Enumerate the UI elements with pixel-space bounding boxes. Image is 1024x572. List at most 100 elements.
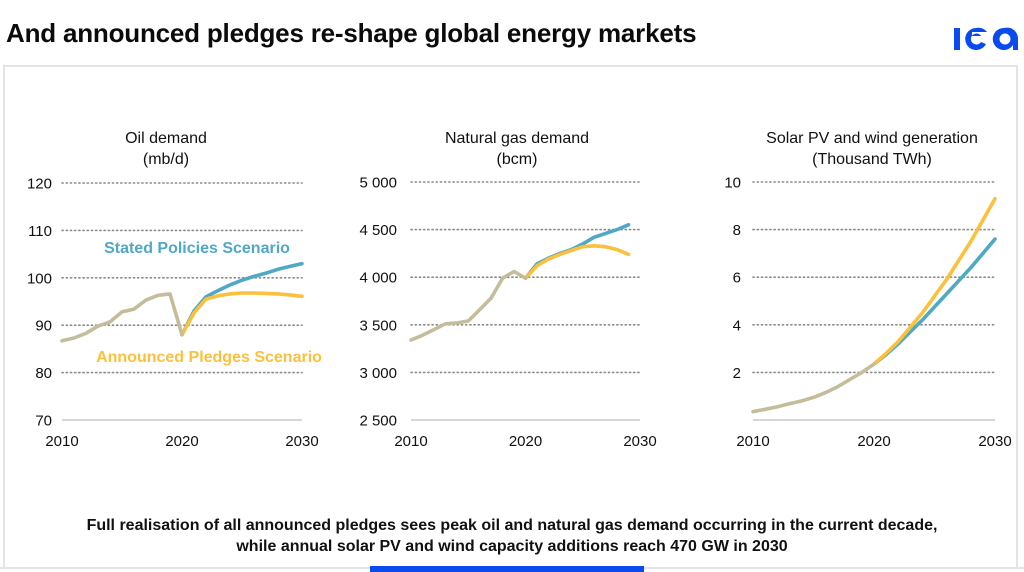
natural-gas-demand-point-stated-policies-scenario (593, 236, 596, 239)
natural-gas-demand-line-stated-policies-scenario (523, 223, 631, 281)
solar-pv-and-wind-generation-point-announced-pledges-scenario (909, 326, 912, 329)
solar-pv-and-wind-generation-line-historical (751, 362, 876, 414)
oil-demand-annotation-announced-pledges-scenario: Announced Pledges Scenario (96, 349, 322, 366)
oil-demand-ytick-label: 70 (35, 413, 52, 430)
natural-gas-demand-point-historical (432, 328, 435, 331)
natural-gas-demand-point-stated-policies-scenario (604, 232, 607, 235)
solar-pv-and-wind-generation-ytick-label: 6 (733, 270, 741, 287)
bottom-accent-bar (370, 566, 644, 572)
solar-pv-and-wind-generation-xtick-label: 2020 (857, 433, 890, 450)
solar-pv-and-wind-generation-xtick-label: 2030 (978, 433, 1011, 450)
oil-demand-point-announced-pledges-scenario (216, 294, 219, 297)
solar-pv-and-wind-generation-subtitle: (Thousand TWh) (812, 151, 932, 168)
solar-pv-and-wind-generation-point-announced-pledges-scenario (993, 197, 996, 200)
oil-demand-ytick-label: 100 (27, 270, 52, 287)
oil-demand-point-historical (72, 336, 75, 339)
logo-a-glyph (992, 27, 1018, 50)
oil-demand-xtick-label: 2020 (165, 433, 198, 450)
key-message-line-2: while annual solar PV and wind capacity … (236, 538, 788, 555)
natural-gas-demand-line-historical (409, 269, 528, 342)
solar-pv-and-wind-generation-point-historical (812, 396, 815, 399)
natural-gas-demand-point-announced-pledges-scenario (535, 264, 538, 267)
solar-pv-and-wind-generation-point-stated-policies-scenario (921, 318, 924, 321)
solar-pv-and-wind-generation-point-historical (764, 408, 767, 411)
key-message-line-1: Full realisation of all announced pledge… (86, 517, 938, 534)
key-message: Full realisation of all announced pledge… (0, 515, 1024, 557)
oil-demand-ytick-label: 120 (27, 176, 52, 193)
oil-demand-point-historical (180, 333, 183, 336)
oil-demand-point-announced-pledges-scenario (276, 292, 279, 295)
oil-demand-point-historical (168, 292, 171, 295)
oil-demand-point-announced-pledges-scenario (240, 291, 243, 294)
oil-demand-xtick-label: 2010 (45, 433, 78, 450)
solar-pv-and-wind-generation-point-stated-policies-scenario (969, 266, 972, 269)
solar-pv-and-wind-generation-point-historical (800, 399, 803, 402)
oil-demand-point-stated-policies-scenario (252, 275, 255, 278)
natural-gas-demand-point-historical (467, 319, 470, 322)
oil-demand-point-stated-policies-scenario (288, 265, 291, 268)
natural-gas-demand-point-historical (512, 270, 515, 273)
solar-pv-and-wind-generation-ytick-label: 8 (733, 222, 741, 239)
oil-demand-ytick-label: 80 (35, 365, 52, 382)
oil-demand-point-historical (84, 332, 87, 335)
oil-demand-point-stated-policies-scenario (300, 262, 303, 265)
solar-pv-and-wind-generation-point-announced-pledges-scenario (981, 218, 984, 221)
oil-demand-xtick-label: 2030 (285, 433, 318, 450)
natural-gas-demand-point-stated-policies-scenario (616, 228, 619, 231)
solar-pv-and-wind-generation-point-historical (836, 385, 839, 388)
oil-demand-point-announced-pledges-scenario (252, 291, 255, 294)
natural-gas-demand-ytick-label: 5 000 (359, 175, 397, 192)
oil-demand-point-historical (120, 310, 123, 313)
natural-gas-demand-ytick-label: 4 500 (359, 222, 397, 239)
logo-i-stroke (954, 28, 960, 50)
solar-pv-and-wind-generation-point-announced-pledges-scenario (945, 278, 948, 281)
oil-demand-point-announced-pledges-scenario (264, 292, 267, 295)
solar-pv-and-wind-generation-point-announced-pledges-scenario (969, 240, 972, 243)
solar-pv-and-wind-generation-line-announced-pledges-scenario (872, 196, 997, 366)
natural-gas-demand-ytick-label: 2 500 (359, 413, 397, 430)
natural-gas-demand-ytick-label: 4 000 (359, 270, 397, 287)
solar-pv-and-wind-generation-point-stated-policies-scenario (993, 238, 996, 241)
natural-gas-demand-point-announced-pledges-scenario (581, 245, 584, 248)
natural-gas-demand-point-announced-pledges-scenario (547, 258, 550, 261)
solar-pv-and-wind-generation-point-announced-pledges-scenario (933, 295, 936, 298)
natural-gas-demand-title: Natural gas demand (445, 130, 589, 147)
oil-demand-point-historical (132, 307, 135, 310)
oil-demand-ytick-label: 110 (28, 223, 52, 240)
oil-demand-point-historical (144, 298, 147, 301)
natural-gas-demand-ytick-label: 3 500 (359, 317, 397, 334)
natural-gas-demand-xtick-label: 2020 (509, 433, 542, 450)
oil-demand-point-stated-policies-scenario (216, 289, 219, 292)
natural-gas-demand-point-historical (524, 277, 527, 280)
solar-pv-and-wind-generation-point-historical (788, 402, 791, 405)
natural-gas-demand-xtick-label: 2030 (623, 433, 656, 450)
oil-demand-point-historical (96, 325, 99, 328)
natural-gas-demand-point-historical (490, 297, 493, 300)
oil-demand-point-historical (108, 320, 111, 323)
chart-panel-frame (3, 65, 1018, 567)
solar-pv-and-wind-generation-xtick-label: 2010 (736, 433, 769, 450)
natural-gas-demand-point-historical (501, 277, 504, 280)
oil-demand-point-stated-policies-scenario (228, 283, 231, 286)
oil-demand-ytick-label: 90 (35, 318, 52, 335)
oil-demand-point-announced-pledges-scenario (192, 311, 195, 314)
solar-pv-and-wind-generation-point-announced-pledges-scenario (897, 340, 900, 343)
solar-pv-and-wind-generation-point-historical (860, 371, 863, 374)
solar-pv-and-wind-generation-point-announced-pledges-scenario (957, 259, 960, 262)
solar-pv-and-wind-generation-point-announced-pledges-scenario (921, 311, 924, 314)
natural-gas-demand-point-announced-pledges-scenario (627, 253, 630, 256)
oil-demand-subtitle: (mb/d) (143, 151, 189, 168)
natural-gas-demand-point-stated-policies-scenario (627, 223, 630, 226)
natural-gas-demand-ytick-label: 3 000 (359, 365, 397, 382)
natural-gas-demand-point-historical (455, 321, 458, 324)
solar-pv-and-wind-generation-title: Solar PV and wind generation (766, 130, 978, 147)
oil-demand-point-stated-policies-scenario (240, 279, 243, 282)
natural-gas-demand-xtick-label: 2010 (394, 433, 427, 450)
slide-title: And announced pledges re-shape global en… (6, 18, 697, 48)
oil-demand-point-historical (60, 339, 63, 342)
natural-gas-demand-line-announced-pledges-scenario (523, 244, 631, 281)
natural-gas-demand-point-announced-pledges-scenario (604, 245, 607, 248)
natural-gas-demand-point-historical (478, 308, 481, 311)
solar-pv-and-wind-generation-point-announced-pledges-scenario (885, 352, 888, 355)
